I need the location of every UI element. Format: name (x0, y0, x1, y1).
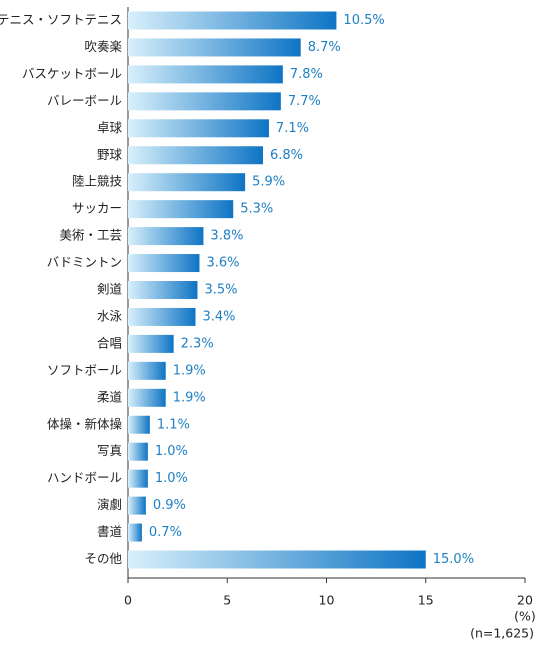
bar (128, 65, 283, 84)
bar (128, 11, 337, 30)
bar (128, 415, 150, 434)
value-label: 5.3% (240, 202, 273, 217)
bar (128, 496, 146, 515)
y-tick-label: テニス・ソフトテニス (0, 12, 122, 27)
x-tick-label: 10 (319, 593, 335, 608)
value-label: 1.0% (155, 444, 188, 459)
value-label: 6.8% (270, 148, 303, 163)
bar (128, 523, 142, 542)
value-label: 3.6% (206, 256, 239, 271)
bar (128, 334, 174, 353)
value-label: 3.4% (202, 309, 235, 324)
value-label: 7.8% (290, 67, 323, 82)
value-label: 0.7% (149, 525, 182, 540)
bar (128, 254, 200, 273)
value-label: 5.9% (252, 175, 285, 190)
y-tick-label: 野球 (97, 147, 123, 162)
y-tick-label: バレーボール (47, 93, 122, 108)
value-label: 10.5% (343, 13, 384, 28)
bar (128, 388, 166, 407)
y-tick-label: 陸上競技 (72, 174, 123, 189)
y-tick-label: バスケットボール (22, 66, 122, 81)
bar (128, 227, 204, 246)
value-label: 7.1% (276, 121, 309, 136)
bar (128, 200, 234, 219)
x-tick-label: 5 (223, 593, 231, 608)
y-tick-label: 柔道 (97, 389, 123, 404)
bar (128, 173, 246, 192)
y-tick-label: 合唱 (97, 335, 122, 350)
value-label: 1.0% (155, 471, 188, 486)
bar (128, 361, 166, 380)
value-label: 7.7% (288, 94, 321, 109)
y-tick-label: 卓球 (97, 120, 123, 135)
y-tick-label: 写真 (97, 443, 122, 458)
value-label: 15.0% (433, 552, 474, 567)
bar (128, 442, 148, 461)
x-axis-label: (%) (514, 609, 536, 624)
y-tick-label: 剣道 (97, 282, 123, 297)
y-tick-label: 美術・工芸 (59, 228, 122, 243)
bar (128, 92, 281, 111)
y-tick-label: 吹奏楽 (84, 39, 122, 54)
bar (128, 307, 196, 326)
value-label: 1.9% (173, 390, 206, 405)
value-label: 2.3% (181, 336, 214, 351)
y-tick-label: その他 (84, 551, 122, 566)
x-tick-label: 20 (517, 593, 533, 608)
value-label: 0.9% (153, 498, 186, 513)
value-label: 1.1% (157, 417, 190, 432)
bar (128, 281, 198, 299)
value-label: 8.7% (308, 40, 341, 55)
bar (128, 469, 148, 488)
value-label: 3.5% (204, 283, 237, 298)
bar (128, 38, 301, 57)
value-label: 1.9% (173, 363, 206, 378)
y-tick-label: サッカー (72, 201, 122, 216)
y-tick-label: 水泳 (97, 308, 123, 323)
bar (128, 146, 263, 165)
note: (n=1,625) (470, 626, 534, 641)
bar (128, 550, 426, 569)
x-tick-label: 0 (124, 593, 132, 608)
y-tick-label: バドミントン (47, 255, 122, 270)
x-tick-label: 15 (418, 593, 434, 608)
y-tick-label: 体操・新体操 (47, 416, 123, 431)
value-label: 3.8% (210, 229, 243, 244)
bar (128, 119, 269, 138)
y-tick-label: 書道 (97, 524, 123, 539)
y-tick-label: ハンドボール (47, 470, 122, 485)
y-tick-label: 演劇 (97, 497, 122, 512)
y-tick-label: ソフトボール (47, 362, 122, 377)
